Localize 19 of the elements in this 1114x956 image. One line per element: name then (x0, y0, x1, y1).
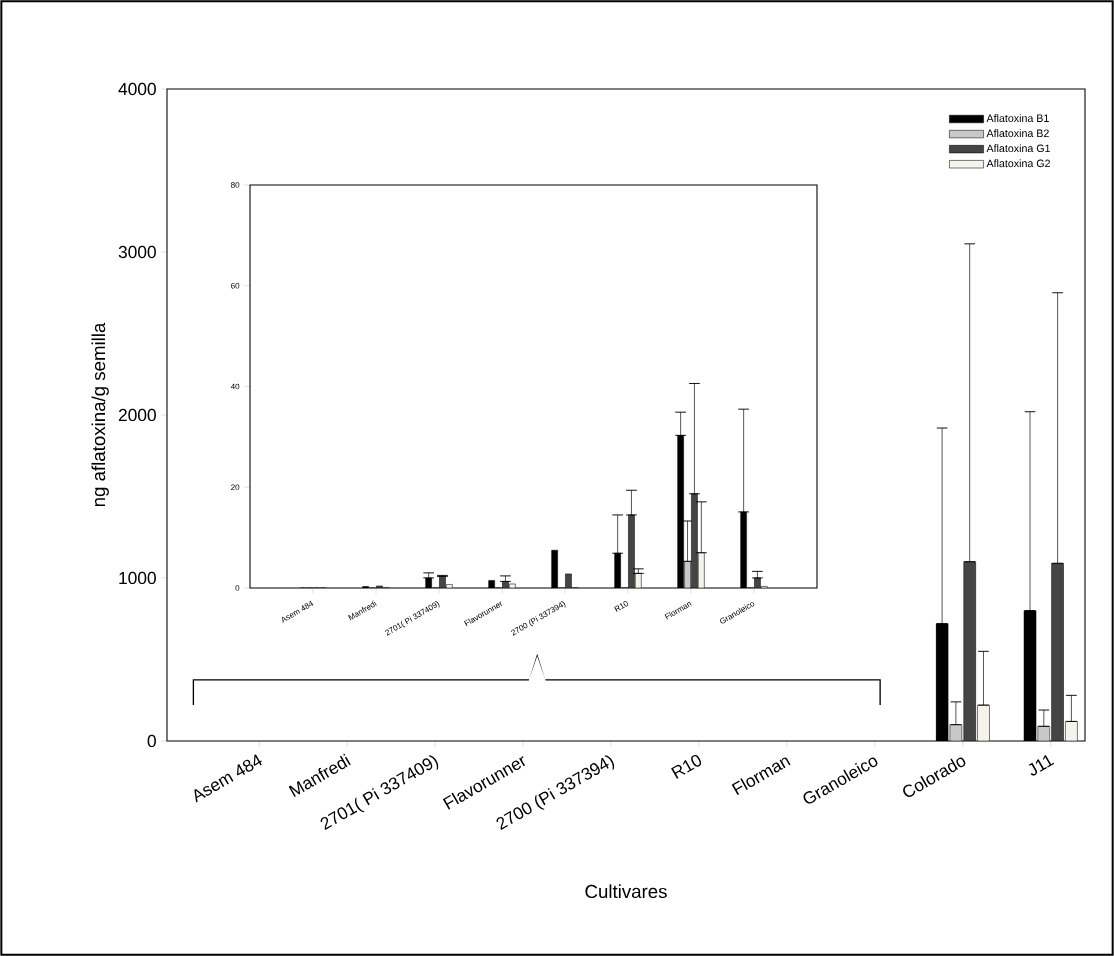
y-tick-label: 80 (231, 182, 240, 188)
y-tick-label: 60 (231, 282, 240, 289)
y-tick-label: 3000 (118, 245, 156, 259)
x-tick-label: R10 (671, 754, 702, 779)
y-tick-label: 20 (231, 484, 240, 491)
y-axis-title: ng aflatoxina/g semilla (91, 322, 109, 507)
legend-label: Aflatoxina B2 (986, 129, 1049, 138)
legend-label: Aflatoxina B1 (986, 114, 1049, 122)
x-axis-title: Cultivares (585, 884, 667, 899)
y-tick-label: 0 (235, 585, 240, 591)
y-tick-label: 2000 (118, 408, 156, 422)
x-tick-label: R10 (614, 600, 629, 612)
legend-label: Aflatoxina G1 (986, 144, 1050, 153)
legend-label: Aflatoxina G2 (986, 159, 1050, 168)
y-tick-label: 0 (147, 734, 156, 748)
y-tick-label: 4000 (118, 82, 156, 96)
y-tick-label: 1000 (119, 571, 156, 585)
x-tick-label: J11 (1028, 754, 1055, 776)
y-tick-label: 40 (230, 383, 240, 390)
